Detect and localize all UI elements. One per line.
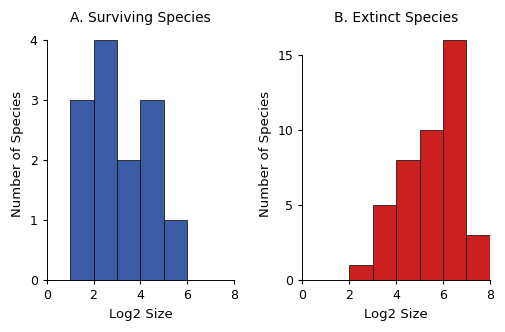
Bar xyxy=(70,100,93,280)
Bar xyxy=(443,40,467,280)
Title: B. Extinct Species: B. Extinct Species xyxy=(334,11,459,25)
X-axis label: Log2 Size: Log2 Size xyxy=(109,308,172,321)
Bar xyxy=(467,235,490,280)
Y-axis label: Number of Species: Number of Species xyxy=(11,91,24,217)
Bar xyxy=(396,160,420,280)
Bar xyxy=(93,40,117,280)
Y-axis label: Number of Species: Number of Species xyxy=(259,91,272,217)
Bar xyxy=(349,265,373,280)
Bar xyxy=(373,205,396,280)
Bar xyxy=(420,130,443,280)
X-axis label: Log2 Size: Log2 Size xyxy=(364,308,428,321)
Bar xyxy=(164,220,187,280)
Bar xyxy=(140,100,164,280)
Title: A. Surviving Species: A. Surviving Species xyxy=(70,11,211,25)
Bar xyxy=(117,160,140,280)
